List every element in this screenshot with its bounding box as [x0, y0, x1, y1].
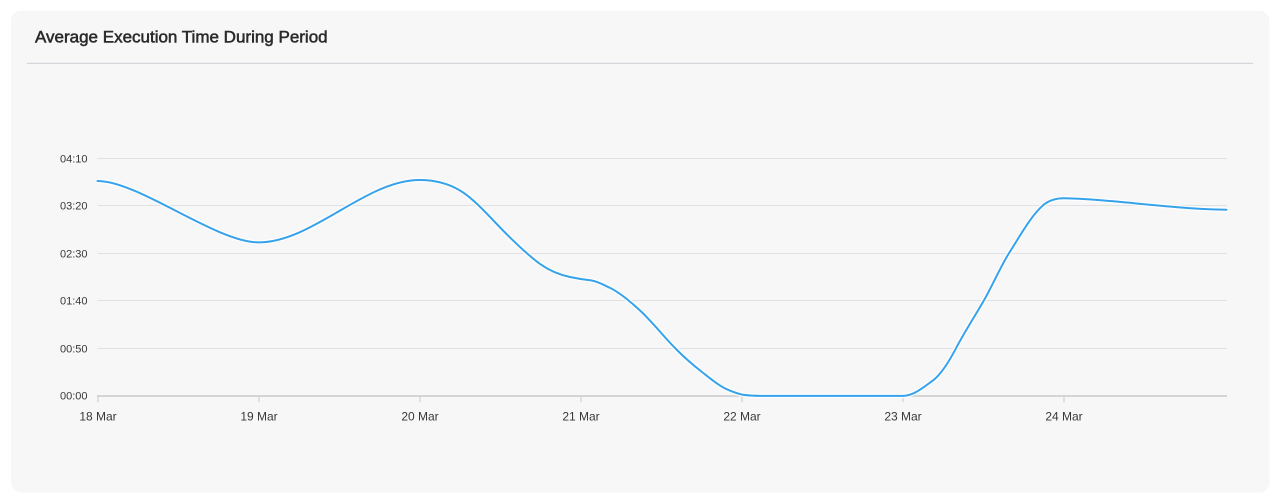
svg-text:01:40: 01:40: [60, 295, 88, 307]
svg-text:23 Mar: 23 Mar: [884, 409, 921, 423]
svg-text:20 Mar: 20 Mar: [401, 409, 438, 423]
svg-text:22 Mar: 22 Mar: [723, 409, 760, 423]
svg-text:21 Mar: 21 Mar: [562, 409, 599, 423]
svg-text:00:50: 00:50: [60, 343, 88, 355]
svg-text:02:30: 02:30: [60, 248, 88, 260]
svg-text:00:00: 00:00: [60, 391, 88, 403]
svg-text:18 Mar: 18 Mar: [79, 409, 116, 423]
svg-text:04:10: 04:10: [60, 153, 88, 165]
svg-text:Average Execution Time During: Average Execution Time During Period: [35, 27, 328, 46]
svg-text:19 Mar: 19 Mar: [240, 409, 277, 423]
svg-text:24 Mar: 24 Mar: [1045, 409, 1082, 423]
svg-text:03:20: 03:20: [60, 200, 88, 212]
